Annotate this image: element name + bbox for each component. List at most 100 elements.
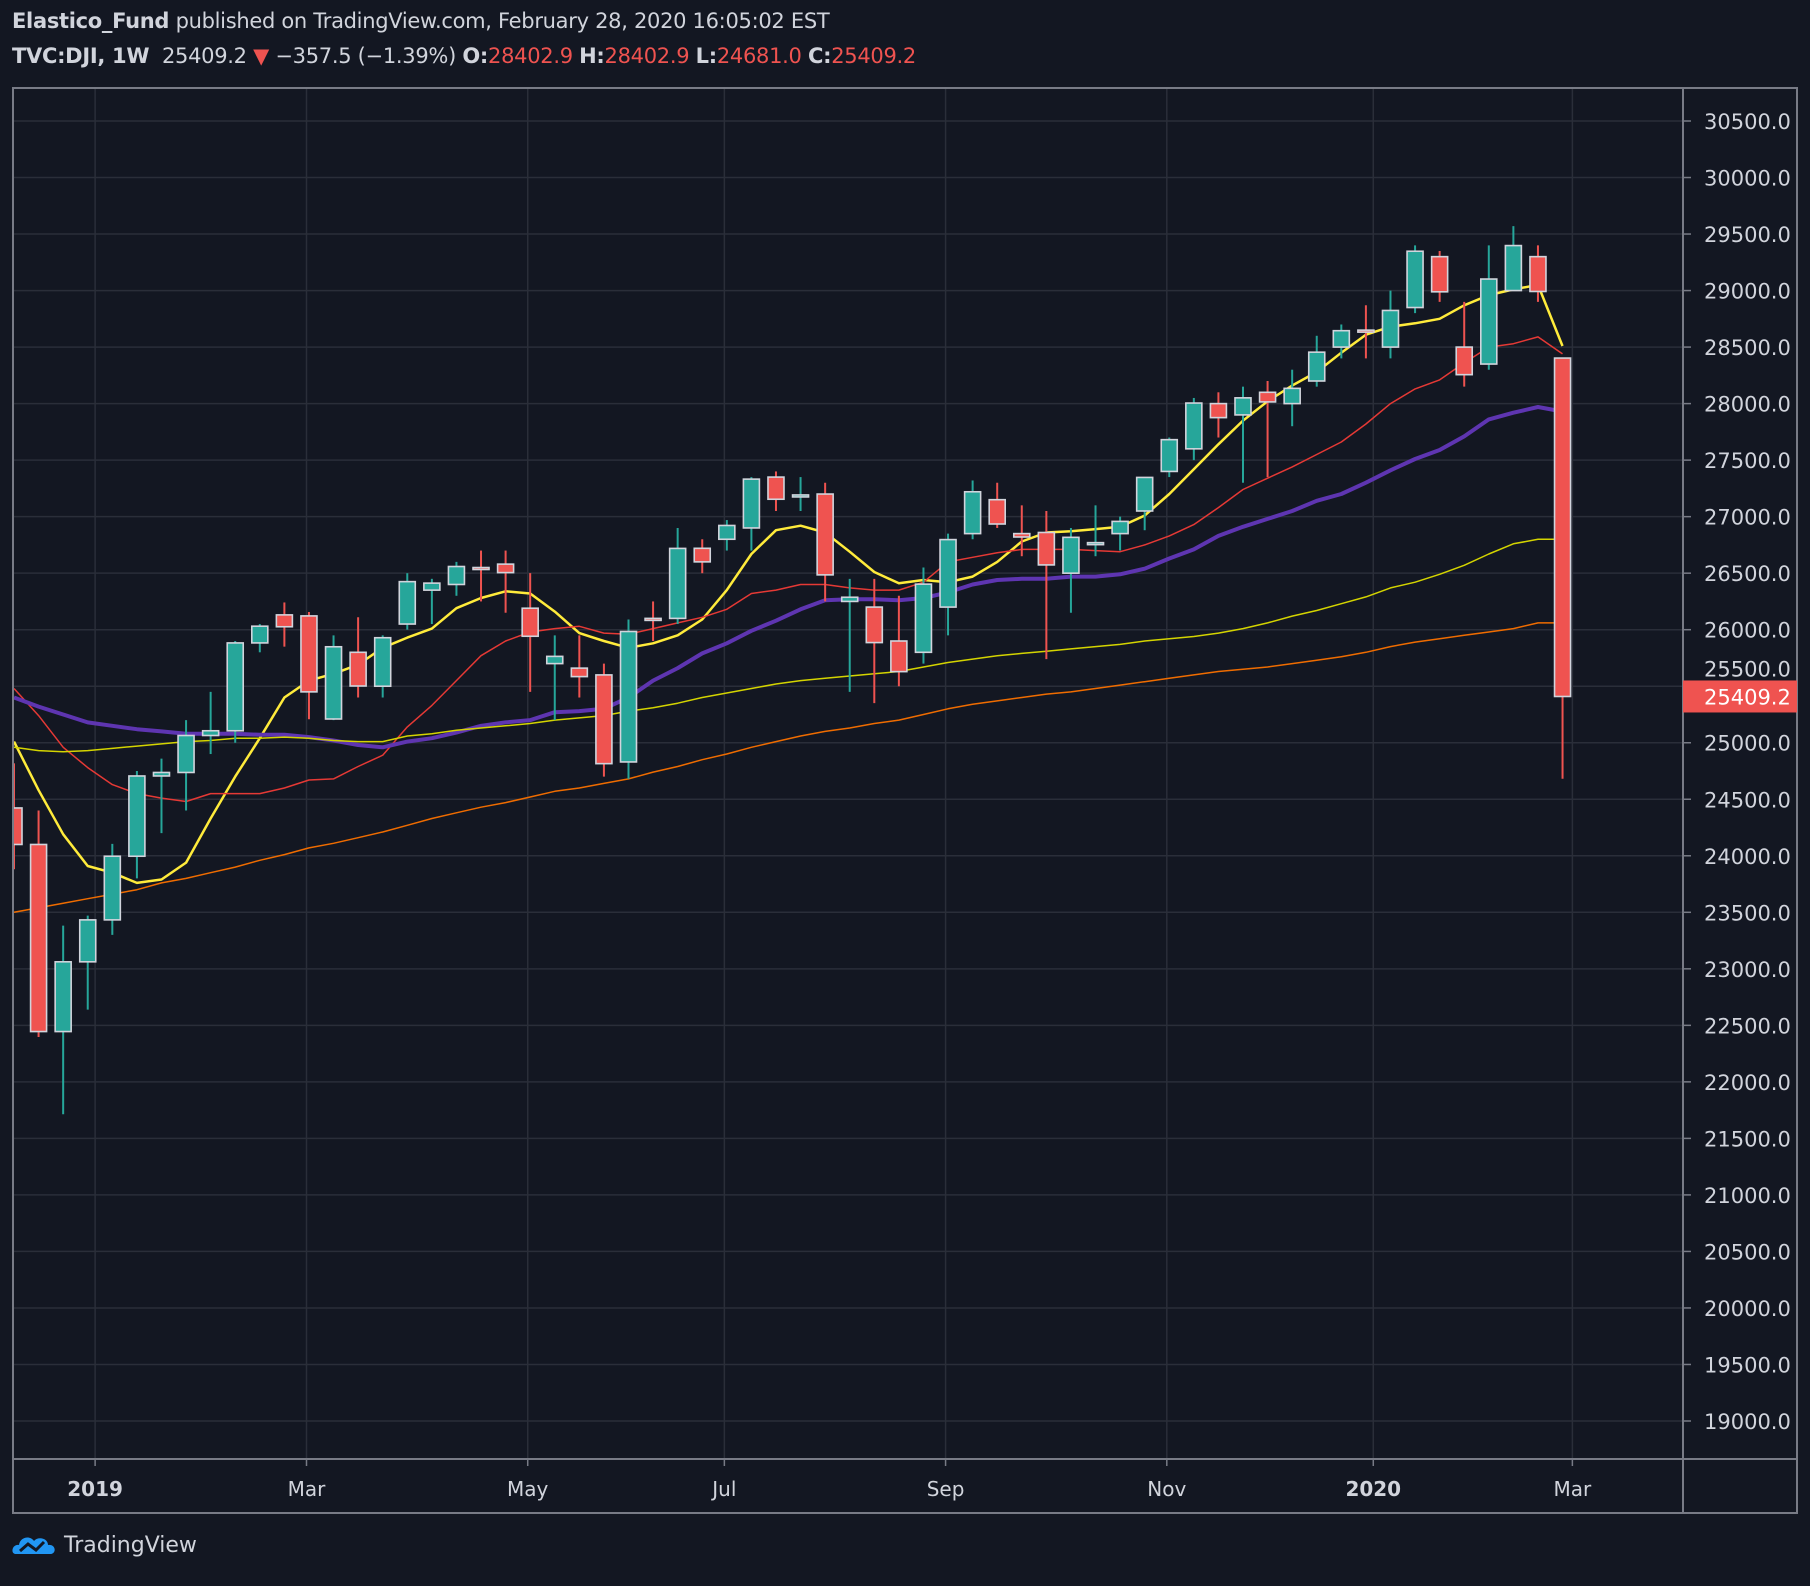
candle-body xyxy=(373,636,392,688)
y-tick-label: 22000.0 xyxy=(1704,1071,1791,1095)
candle xyxy=(423,578,441,625)
candle xyxy=(1258,380,1277,478)
candle-body xyxy=(914,583,933,654)
tradingview-brand[interactable]: TradingView xyxy=(64,1532,197,1558)
y-tick-label: 30500.0 xyxy=(1704,110,1791,134)
candle xyxy=(1381,290,1400,359)
candle xyxy=(816,482,834,602)
tradingview-logo-icon xyxy=(12,1537,55,1554)
candle xyxy=(1012,505,1031,557)
y-tick-label: 30000.0 xyxy=(1704,167,1791,191)
candle-body xyxy=(1553,357,1572,698)
moving-average-line-2 xyxy=(13,336,1563,803)
low-label: L: xyxy=(695,44,717,68)
x-tick-label: Sep xyxy=(927,1477,965,1501)
candle xyxy=(1160,437,1179,478)
y-tick-label: 20000.0 xyxy=(1704,1297,1791,1321)
candle xyxy=(275,602,294,647)
candle xyxy=(349,617,367,698)
candle xyxy=(1430,250,1449,302)
candle-body xyxy=(152,771,171,777)
candle xyxy=(496,550,515,613)
candle xyxy=(1480,245,1498,370)
candle xyxy=(177,720,195,811)
candle-body xyxy=(1234,397,1252,416)
candle-body xyxy=(545,655,564,665)
candle xyxy=(1111,516,1129,551)
y-tick-label: 24000.0 xyxy=(1704,845,1791,869)
candle xyxy=(570,635,589,698)
candle-body xyxy=(1012,532,1031,538)
y-tick-label: 25500.0 xyxy=(1704,657,1791,681)
candle xyxy=(890,595,908,687)
candle xyxy=(767,471,785,511)
candle-body xyxy=(619,630,638,763)
open-label: O: xyxy=(462,44,489,68)
candle xyxy=(1135,476,1154,531)
candle-body xyxy=(939,538,957,608)
candle-body xyxy=(1283,387,1301,405)
candle xyxy=(1529,245,1547,302)
candle xyxy=(54,925,72,1115)
moving-average-line-5 xyxy=(13,622,1563,914)
candle-body xyxy=(1111,520,1129,535)
y-tick-label: 25000.0 xyxy=(1704,732,1791,756)
candle xyxy=(939,533,957,636)
candle-body xyxy=(840,596,859,603)
candle xyxy=(742,477,761,551)
x-tick-label: Jul xyxy=(710,1477,736,1501)
candle-body xyxy=(668,547,687,620)
candle-body xyxy=(1160,438,1179,473)
candle-body xyxy=(251,625,269,644)
y-tick-label: 20500.0 xyxy=(1704,1240,1791,1264)
y-tick-label: 21000.0 xyxy=(1704,1184,1791,1208)
candle-body xyxy=(1381,309,1400,348)
x-tick-label: 2020 xyxy=(1345,1477,1401,1501)
candle xyxy=(791,477,810,511)
candle xyxy=(251,624,269,653)
candle xyxy=(865,578,884,704)
candle-body xyxy=(496,563,515,574)
candle xyxy=(988,482,1007,528)
candle-body xyxy=(128,775,146,858)
candle xyxy=(447,561,466,596)
candle xyxy=(1455,301,1474,387)
candle xyxy=(398,573,417,630)
candle-body xyxy=(1357,329,1375,333)
y-tick-label: 22500.0 xyxy=(1704,1014,1791,1038)
candle-body xyxy=(423,582,441,591)
candle-body xyxy=(1062,536,1080,574)
y-tick-label: 29500.0 xyxy=(1704,223,1791,247)
candle-body xyxy=(349,651,367,687)
candle xyxy=(1086,505,1105,557)
candle xyxy=(1406,245,1424,314)
candle xyxy=(201,691,220,755)
open-value: 28402.9 xyxy=(488,44,573,68)
candle-body xyxy=(1185,402,1203,450)
candle xyxy=(1283,369,1301,427)
x-tick-label: Mar xyxy=(1554,1477,1593,1501)
candle xyxy=(718,520,736,551)
x-tick-label: Nov xyxy=(1147,1477,1186,1501)
candle-body xyxy=(890,640,908,673)
y-tick-label: 24500.0 xyxy=(1704,788,1791,812)
candle xyxy=(1209,392,1228,438)
last-price-badge xyxy=(1683,680,1797,713)
candle-body xyxy=(300,615,318,693)
candle xyxy=(103,843,122,935)
author[interactable]: Elastico_Fund xyxy=(12,9,170,33)
y-tick-label: 27000.0 xyxy=(1704,506,1791,530)
candle xyxy=(521,573,539,692)
symbol: TVC:DJI, 1W xyxy=(12,44,150,68)
candle-body xyxy=(693,547,712,563)
close-label: C: xyxy=(808,44,832,68)
candle xyxy=(1037,510,1056,660)
candle xyxy=(152,758,171,834)
candle-body xyxy=(865,606,884,644)
candle xyxy=(545,635,564,721)
candle-body xyxy=(1307,351,1326,382)
candle-body xyxy=(201,729,220,737)
symbol-info: TVC:DJI, 1W 25409.2 ▼ −357.5 (−1.39%) O:… xyxy=(12,44,916,68)
y-tick-label: 28000.0 xyxy=(1704,393,1791,417)
